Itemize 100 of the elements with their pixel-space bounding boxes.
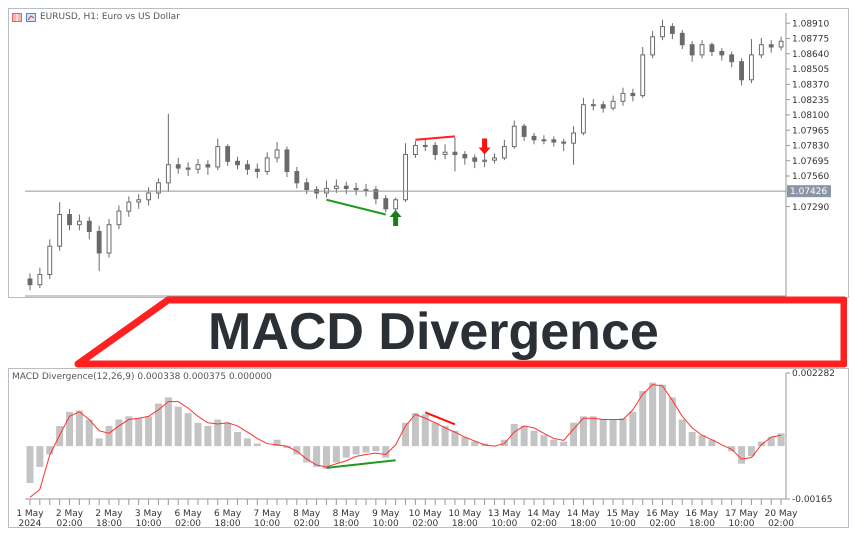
bar: [382, 446, 390, 458]
candlestick: [709, 42, 714, 57]
candlestick: [304, 178, 310, 195]
candlestick: [37, 267, 42, 289]
candlestick: [590, 98, 596, 111]
bar: [174, 406, 182, 446]
bar: [629, 412, 636, 446]
candlestick: [512, 120, 517, 150]
bar: [106, 426, 113, 446]
x-tick-label: 13 May 10:00: [488, 509, 522, 529]
candlestick: [413, 140, 418, 158]
bar: [738, 446, 746, 464]
bar: [115, 420, 122, 446]
x-tick-label: 16 May 18:00: [686, 509, 720, 529]
y-tick-label: 1.08505: [792, 65, 830, 76]
candlestick: [719, 48, 724, 62]
bar: [224, 422, 232, 446]
bar: [184, 413, 192, 446]
candlestick: [758, 37, 764, 59]
bar: [698, 435, 706, 446]
candlestick: [294, 166, 300, 189]
x-tick-label: 14 May 18:00: [566, 509, 601, 529]
chart-title: MACD Divergence(12,26,9) 0.000338 0.000375 0.000000: [12, 372, 272, 382]
candlestick: [76, 214, 82, 231]
bar: [66, 412, 74, 446]
y-tick-label: 1.08775: [792, 34, 830, 45]
candlestick: [452, 137, 458, 172]
bar: [412, 413, 419, 446]
bar: [668, 397, 676, 446]
candlestick: [778, 36, 784, 51]
x-tick-label: 9 May 10:00: [372, 509, 400, 529]
bar: [204, 426, 212, 446]
bar: [560, 442, 568, 446]
bar: [342, 446, 350, 458]
y-tick-label: 1.07290: [792, 202, 830, 213]
bar: [678, 420, 686, 446]
candlestick: [600, 100, 606, 114]
x-tick-label: 10 May 02:00: [408, 509, 442, 529]
bar: [254, 444, 261, 446]
candlestick: [373, 186, 378, 205]
candlestick: [28, 272, 32, 291]
x-tick-label: 15 May 10:00: [606, 509, 640, 529]
bar: [768, 437, 775, 446]
bar: [96, 438, 103, 446]
ref-line-label: 1.07426: [790, 187, 828, 198]
candlestick: [136, 194, 142, 210]
bar: [372, 446, 380, 452]
x-tick-label: 20 May 02:00: [764, 509, 798, 529]
candlestick: [334, 178, 339, 194]
candlestick: [650, 30, 656, 59]
candlestick: [96, 225, 102, 272]
candlestick: [354, 182, 359, 196]
x-tick-label: 2 May 02:00: [56, 509, 84, 529]
candlestick: [284, 146, 290, 178]
candlestick: [571, 126, 576, 166]
candlestick: [482, 152, 488, 168]
candlestick: [67, 208, 72, 231]
candlestick: [492, 152, 497, 164]
candlestick: [156, 178, 161, 200]
x-tick-label: 6 May 18:00: [214, 509, 242, 529]
bar: [540, 435, 548, 446]
candlestick: [176, 157, 181, 174]
candlestick: [551, 136, 556, 148]
bar: [550, 440, 558, 446]
candlestick: [393, 197, 398, 212]
candlestick: [225, 144, 230, 166]
candlestick: [472, 154, 478, 169]
candlestick: [205, 160, 210, 176]
candlestick: [739, 58, 744, 86]
candlestick: [462, 150, 468, 166]
bar: [778, 433, 785, 446]
candlestick: [541, 134, 546, 145]
y-tick-label: 1.08235: [792, 96, 830, 106]
candlestick: [630, 88, 636, 102]
bar: [164, 397, 172, 446]
bar: [303, 446, 310, 462]
candlestick: [244, 160, 250, 176]
bar: [580, 416, 587, 446]
y-tick-label: 1.08100: [792, 111, 830, 122]
candlestick: [186, 162, 191, 177]
x-tick-label: 10 May 18:00: [448, 509, 482, 529]
x-tick-label: 3 May 10:00: [134, 509, 163, 529]
bar: [530, 430, 538, 446]
bar: [86, 420, 93, 446]
x-tick-label: 16 May 02:00: [646, 509, 680, 529]
y-tick-label: 1.07965: [792, 126, 830, 136]
bar: [322, 446, 330, 469]
bar: [125, 416, 132, 446]
candlestick: [680, 29, 685, 50]
bar: [352, 446, 360, 454]
bar: [659, 384, 666, 446]
bar: [154, 404, 162, 446]
bar: [135, 418, 142, 446]
candlestick: [502, 139, 507, 161]
bar: [194, 422, 202, 446]
candlestick: [86, 216, 92, 240]
candlestick: [344, 181, 349, 195]
bar: [471, 442, 478, 446]
candlestick: [690, 40, 695, 62]
candlestick: [274, 142, 280, 163]
